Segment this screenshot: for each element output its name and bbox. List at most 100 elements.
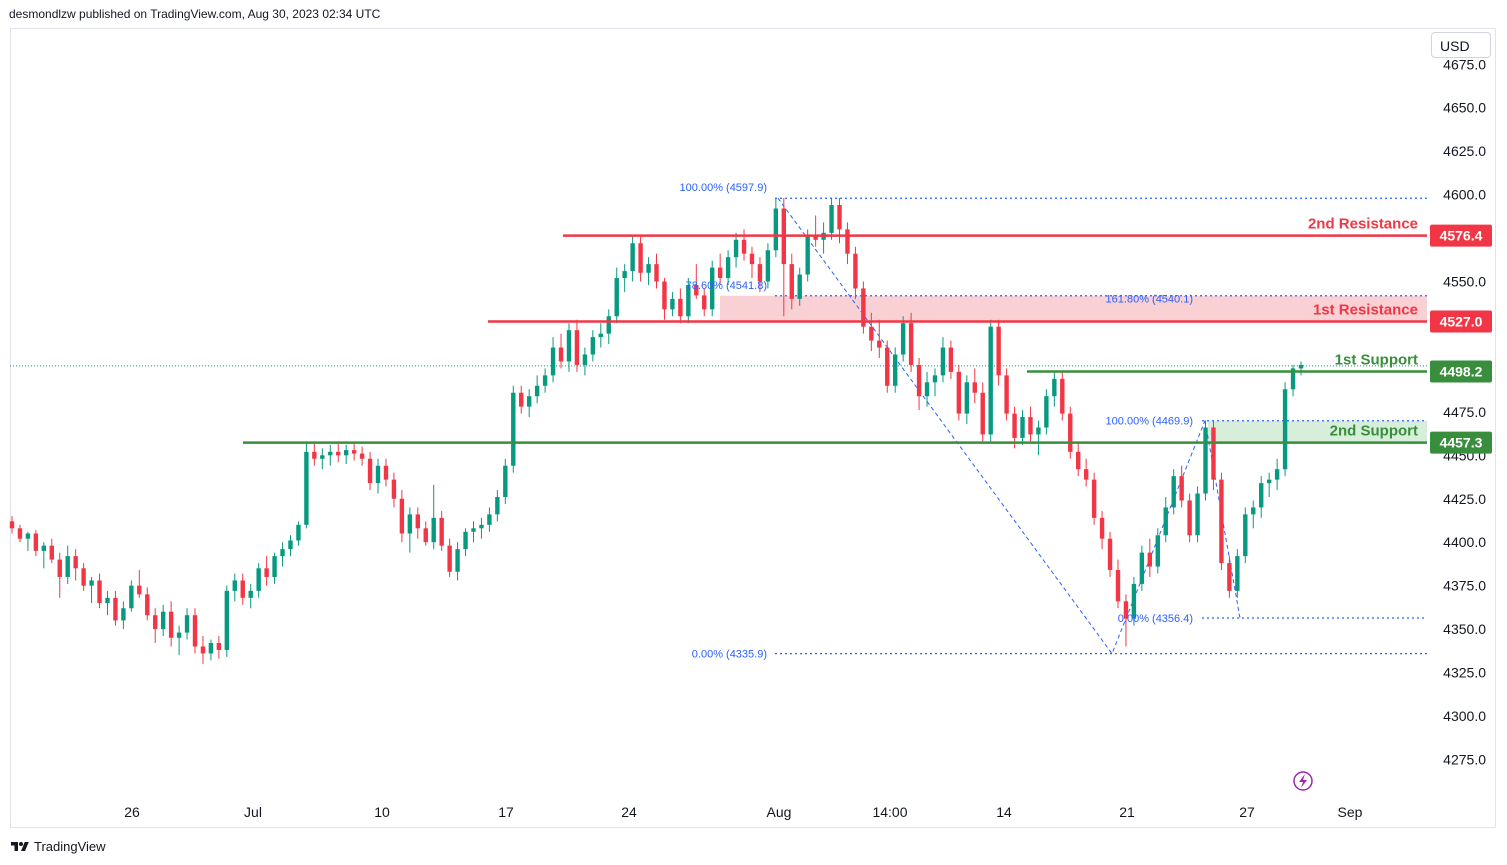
candle (1298, 361, 1304, 376)
candle-body (375, 465, 381, 484)
candle-body (1107, 538, 1113, 571)
support-zone (1208, 420, 1427, 443)
candle (670, 291, 675, 317)
candle-body (964, 382, 970, 414)
candle-body (320, 455, 325, 459)
candle-body (487, 514, 492, 525)
x-tick-label: 21 (1119, 804, 1135, 820)
candle-body (686, 284, 691, 317)
candle (447, 538, 452, 577)
candle-body (1179, 476, 1184, 501)
candle (733, 232, 739, 268)
candle-body (17, 528, 23, 539)
candle-body (351, 450, 357, 454)
candle-body (646, 264, 651, 273)
candle-body (550, 347, 556, 376)
candle (41, 542, 47, 569)
candle-body (670, 298, 675, 310)
candle (646, 257, 651, 285)
candle-body (662, 281, 667, 310)
candle-body (495, 497, 500, 515)
candle-body (304, 451, 309, 525)
currency-button[interactable]: USD (1431, 32, 1491, 58)
candle-body (885, 347, 890, 386)
candle (73, 549, 78, 581)
candle (725, 250, 731, 285)
candle-body (1259, 483, 1264, 508)
candle-body (391, 479, 397, 499)
y-tick-label: 4300.0 (1443, 708, 1486, 724)
candle-body (630, 243, 635, 272)
candle (924, 371, 930, 407)
fib-label: 161.80% (4540.1) (1106, 294, 1193, 306)
candle (89, 576, 94, 604)
lightning-icon-bolt (1299, 774, 1307, 788)
candle (1219, 472, 1224, 571)
candle-body (606, 316, 611, 334)
candle (853, 246, 858, 299)
candle-body (129, 585, 134, 609)
candle (900, 316, 906, 362)
candle (399, 490, 405, 543)
candle (916, 357, 922, 411)
candle-body (526, 396, 532, 407)
candle (1211, 420, 1216, 491)
candle-body (861, 288, 866, 327)
y-tick-label: 4425.0 (1443, 491, 1486, 507)
candle (375, 458, 381, 494)
candle (630, 236, 635, 282)
candle-body (145, 594, 150, 616)
candle-body (1227, 563, 1232, 591)
candle (1107, 531, 1113, 577)
candle (566, 323, 572, 372)
candle (471, 521, 476, 543)
candle-body (272, 556, 277, 577)
candle (877, 319, 882, 358)
candle (948, 340, 954, 379)
footer-brand[interactable]: TradingView (10, 839, 106, 854)
2nd-resistance-price-text: 4576.4 (1440, 228, 1483, 244)
candle (359, 446, 365, 466)
candle (200, 636, 206, 664)
candle (1266, 472, 1272, 498)
candle (1251, 500, 1256, 529)
candle (495, 490, 500, 522)
candle (980, 382, 985, 442)
candle (550, 337, 556, 383)
candle-body (598, 333, 604, 338)
y-tick-label: 4400.0 (1443, 534, 1486, 550)
candle-body (1251, 507, 1256, 515)
y-tick-label: 4325.0 (1443, 665, 1486, 681)
candle-body (1028, 417, 1033, 435)
candle (81, 563, 86, 591)
candle (160, 604, 166, 637)
candle (797, 267, 802, 306)
candle (1004, 368, 1009, 421)
candle-body (996, 326, 1001, 376)
candle (1091, 472, 1097, 525)
candle-body (511, 392, 516, 466)
candle (431, 484, 436, 550)
candle-body (121, 608, 126, 621)
candle (208, 639, 214, 661)
candle-body (455, 549, 460, 572)
candle-body (1099, 517, 1105, 539)
candle-body (956, 371, 962, 414)
y-tick-label: 4675.0 (1443, 56, 1486, 72)
x-tick-label: 14:00 (872, 804, 907, 820)
candle (176, 625, 182, 656)
candle-body (574, 330, 580, 365)
candle (885, 340, 890, 393)
candle-body (924, 382, 930, 397)
candle-body (463, 531, 468, 550)
candle-body (431, 517, 436, 543)
candle (932, 368, 938, 397)
candle (845, 222, 850, 265)
1st-resistance-price-tag (1430, 310, 1492, 333)
candle (757, 257, 763, 292)
candle (662, 278, 667, 320)
candle (296, 521, 301, 546)
candle-body (240, 580, 245, 598)
y-tick-label: 4600.0 (1443, 187, 1486, 203)
